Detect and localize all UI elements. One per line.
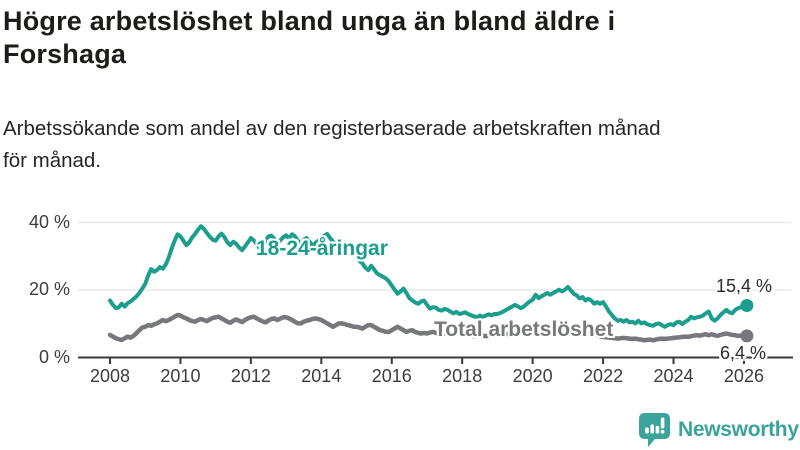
x-axis-label: 2026 — [723, 366, 764, 386]
end-value-total: 6,4 % — [720, 343, 767, 363]
bar-chart-speech-bubble-icon — [639, 413, 670, 447]
x-axis-label: 2020 — [512, 366, 553, 386]
newsworthy-wordmark: Newsworthy — [678, 418, 799, 441]
series-label-total: Total arbetslöshet — [434, 318, 614, 341]
x-axis-label: 2014 — [301, 366, 342, 386]
y-axis-label: 40 % — [28, 211, 70, 232]
x-axis-label: 2008 — [89, 366, 131, 386]
newsworthy-logo: Newsworthy — [638, 412, 799, 448]
end-value-youth: 15,4 % — [716, 276, 773, 296]
series-label-youth: 18-24-åringar — [256, 237, 388, 260]
chart-title: Högre arbetslöshet bland unga än bland ä… — [3, 6, 616, 69]
y-axis-label: 20 % — [28, 279, 70, 299]
x-axis-label: 2018 — [442, 366, 483, 386]
x-axis-label: 2012 — [230, 366, 271, 386]
x-axis-label: 2016 — [371, 366, 412, 386]
x-axis-label: 2024 — [653, 366, 694, 386]
x-axis-label: 2022 — [583, 366, 624, 386]
chart-subtitle: Arbetssökande som andel av den registerb… — [3, 117, 661, 172]
y-axis-label: 0 % — [38, 346, 70, 367]
x-axis-label: 2010 — [160, 366, 201, 386]
